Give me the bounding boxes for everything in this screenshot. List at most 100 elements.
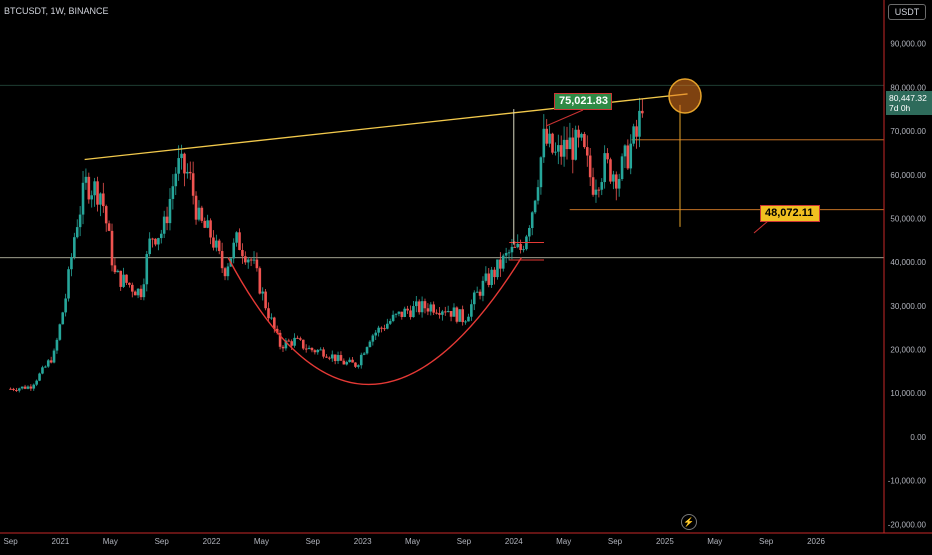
candle-body bbox=[9, 388, 12, 390]
candle-body bbox=[594, 189, 598, 195]
candle-body bbox=[458, 309, 462, 322]
candle-body bbox=[528, 228, 531, 237]
cup-arc[interactable] bbox=[227, 257, 522, 385]
candle-body bbox=[293, 337, 296, 346]
annotation-connector bbox=[545, 109, 584, 127]
candle-body bbox=[284, 340, 288, 349]
candle-body bbox=[90, 195, 94, 200]
candle-body bbox=[232, 242, 236, 259]
candle-body bbox=[38, 373, 41, 381]
candle-body bbox=[32, 384, 36, 389]
candle-body bbox=[536, 187, 540, 201]
candle-body bbox=[348, 359, 351, 363]
x-tick-label: May bbox=[103, 537, 118, 546]
y-tick-label: 80,000.00 bbox=[890, 83, 926, 92]
symbol-label[interactable]: BTCUSDT, 1W, BINANCE bbox=[4, 6, 109, 16]
candle-body bbox=[217, 240, 221, 252]
horizontal-levels bbox=[0, 84, 884, 259]
candle-body bbox=[171, 186, 175, 199]
candle-body bbox=[597, 189, 601, 191]
candle-body bbox=[548, 133, 551, 144]
candle-body bbox=[533, 200, 537, 213]
x-tick-label: May bbox=[254, 537, 269, 546]
candle-body bbox=[310, 347, 314, 351]
candle-body bbox=[432, 304, 435, 313]
candle-body bbox=[351, 359, 354, 363]
x-tick-label: Sep bbox=[608, 537, 623, 546]
candle-body bbox=[93, 181, 96, 196]
y-tick-label: -10,000.00 bbox=[888, 477, 927, 486]
candle-body bbox=[296, 337, 299, 339]
y-tick-label: 0.00 bbox=[910, 433, 926, 442]
candle-body bbox=[614, 174, 618, 189]
candle-body bbox=[209, 220, 212, 238]
candle-body bbox=[110, 230, 114, 266]
candle-body bbox=[139, 288, 143, 298]
candle-body bbox=[545, 128, 549, 144]
candle-body bbox=[142, 284, 146, 298]
candle-body bbox=[481, 280, 485, 296]
drawings[interactable] bbox=[84, 78, 769, 385]
candle-body bbox=[73, 237, 76, 258]
candle-body bbox=[641, 110, 644, 114]
candle-body bbox=[287, 340, 291, 342]
candle-body bbox=[148, 238, 151, 255]
candle-body bbox=[559, 145, 563, 157]
candle-body bbox=[516, 243, 520, 248]
candle-body bbox=[626, 145, 630, 169]
candle-body bbox=[490, 269, 493, 285]
y-tick-label: 50,000.00 bbox=[890, 214, 926, 223]
x-tick-label: 2022 bbox=[203, 537, 221, 546]
y-tick-label: 90,000.00 bbox=[890, 40, 926, 49]
candle-body bbox=[513, 246, 517, 248]
candle-body bbox=[452, 307, 456, 317]
candle-body bbox=[365, 347, 369, 354]
candle-body bbox=[203, 220, 207, 228]
candle-body bbox=[397, 311, 401, 314]
candle-body bbox=[180, 153, 183, 159]
candle-body bbox=[484, 273, 488, 281]
candle-body bbox=[159, 233, 163, 239]
candle-body bbox=[197, 207, 201, 220]
candle-body bbox=[328, 357, 331, 359]
candle-body bbox=[339, 355, 343, 361]
candle-body bbox=[165, 216, 169, 224]
candle-body bbox=[191, 173, 195, 196]
candle-body bbox=[275, 328, 279, 333]
candle-body bbox=[55, 339, 59, 351]
candle-body bbox=[510, 246, 514, 253]
candle-body bbox=[461, 309, 464, 323]
candle-body bbox=[281, 346, 285, 349]
candle-body bbox=[635, 126, 638, 137]
candle-body bbox=[249, 259, 253, 261]
x-tick-label: 2026 bbox=[807, 537, 825, 546]
candle-body bbox=[417, 301, 421, 313]
candle-body bbox=[113, 265, 117, 273]
candle-body bbox=[304, 348, 308, 350]
candle-body bbox=[145, 254, 149, 285]
lightning-icon[interactable]: ⚡ bbox=[681, 514, 697, 530]
candle-body bbox=[75, 227, 79, 238]
candle-body bbox=[470, 304, 473, 317]
candle-body bbox=[388, 321, 392, 324]
candle-body bbox=[333, 354, 337, 362]
candle-body bbox=[258, 268, 262, 294]
candle-body bbox=[504, 252, 508, 256]
candle-body bbox=[420, 301, 424, 313]
candle-body bbox=[423, 301, 427, 309]
candle-body bbox=[64, 298, 67, 313]
candle-body bbox=[412, 306, 415, 318]
candle-body bbox=[409, 310, 412, 318]
target-price-annotation[interactable]: 48,072.11 bbox=[760, 205, 820, 222]
top-price-annotation[interactable]: 75,021.83 bbox=[554, 93, 612, 110]
candle-body bbox=[26, 386, 30, 389]
currency-selector[interactable]: USDT bbox=[888, 4, 926, 20]
candle-body bbox=[177, 158, 180, 174]
highlight-circle[interactable] bbox=[668, 78, 702, 114]
candle-body bbox=[478, 291, 482, 296]
candle-body bbox=[226, 266, 230, 277]
candle-body bbox=[186, 171, 189, 174]
